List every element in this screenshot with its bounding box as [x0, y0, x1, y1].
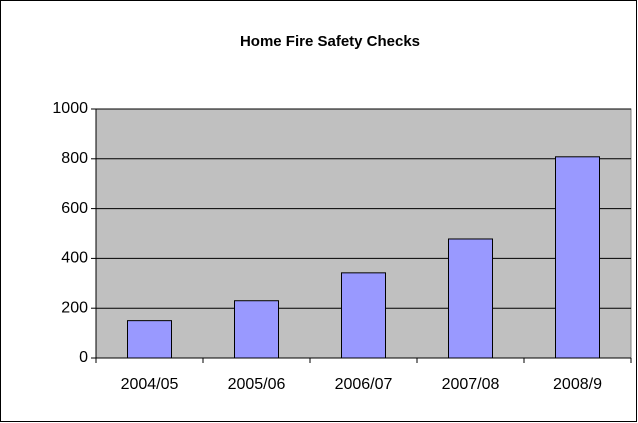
x-tick-label: 2008/9 [553, 376, 602, 393]
y-tick-label: 400 [61, 250, 88, 267]
y-tick-label: 600 [61, 200, 88, 217]
chart-title: Home Fire Safety Checks [240, 33, 420, 50]
x-tick-label: 2006/07 [335, 376, 393, 393]
y-tick-label: 1000 [52, 100, 88, 117]
x-tick-label: 2004/05 [121, 376, 179, 393]
bar [341, 272, 386, 359]
bar [448, 238, 493, 359]
x-tick-label: 2005/06 [228, 376, 286, 393]
bar [127, 320, 172, 359]
y-tick-label: 800 [61, 150, 88, 167]
y-tick-label: 0 [79, 349, 88, 366]
bar [234, 300, 279, 359]
y-tick-label: 200 [61, 299, 88, 316]
bar [555, 156, 600, 359]
x-tick-label: 2007/08 [442, 376, 500, 393]
